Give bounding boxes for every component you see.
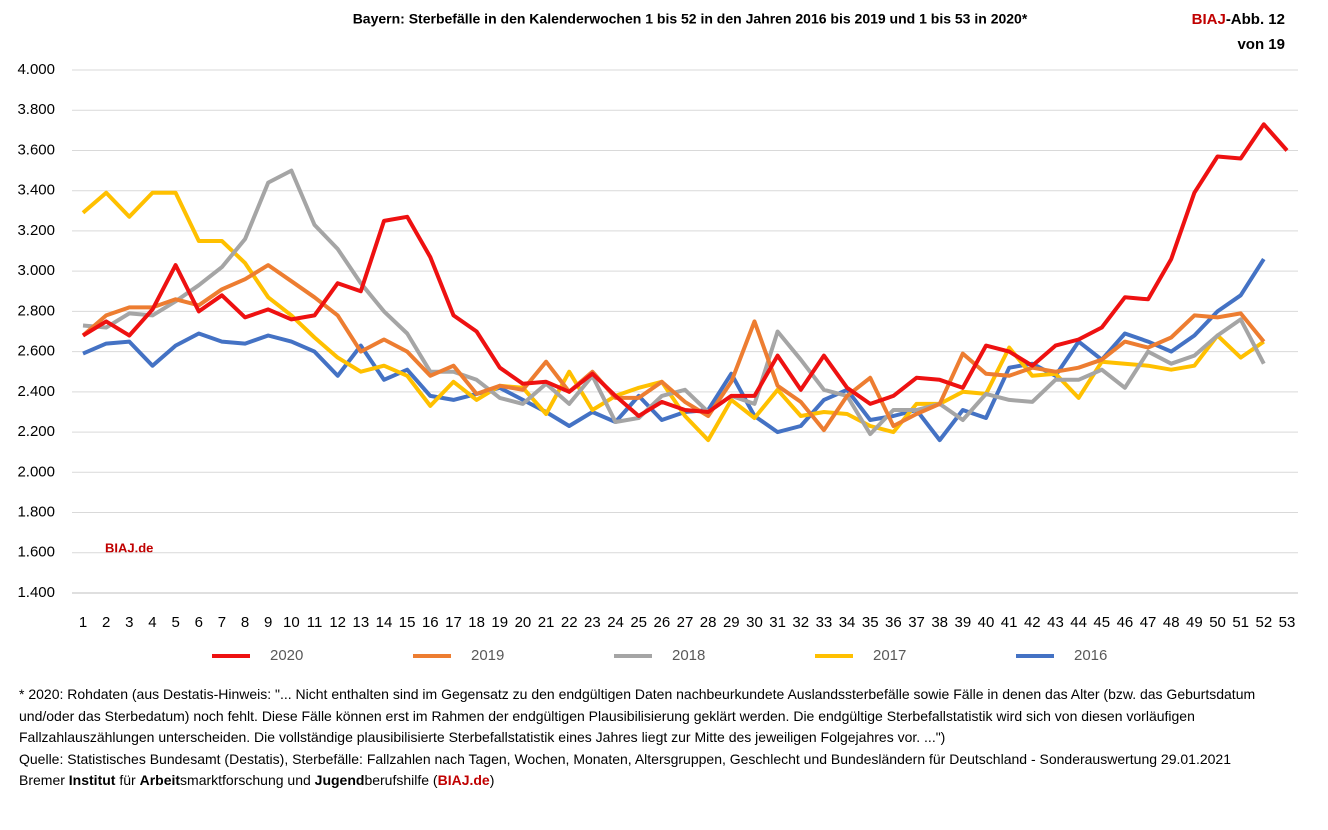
series-line xyxy=(81,122,1289,418)
y-tick-label: 1.400 xyxy=(17,584,55,601)
x-tick-label: 50 xyxy=(1209,614,1226,631)
x-tick-label: 8 xyxy=(241,614,249,631)
y-tick-label: 2.200 xyxy=(17,423,55,440)
y-tick-label: 2.600 xyxy=(17,343,55,360)
y-tick-label: 3.800 xyxy=(17,101,55,118)
publisher-part: Institut xyxy=(68,772,116,788)
watermark: BIAJ.de xyxy=(105,540,153,555)
x-tick-label: 52 xyxy=(1256,614,1273,631)
footnote: * 2020: Rohdaten (aus Destatis-Hinweis: … xyxy=(19,686,1256,745)
x-tick-label: 10 xyxy=(283,614,300,631)
x-tick-label: 20 xyxy=(515,614,532,631)
publisher-part: BIAJ.de xyxy=(437,772,490,788)
x-tick-label: 19 xyxy=(491,614,508,631)
x-tick-label: 28 xyxy=(700,614,717,631)
badge: BIAJ-Abb. 12 xyxy=(1192,11,1285,28)
x-tick-label: 16 xyxy=(422,614,439,631)
x-tick-label: 41 xyxy=(1001,614,1018,631)
y-tick-label: 1.600 xyxy=(17,544,55,561)
y-tick-label: 4.000 xyxy=(17,61,55,78)
legend-label: 2016 xyxy=(1074,647,1107,664)
y-tick-label: 2.400 xyxy=(17,383,55,400)
x-tick-label: 43 xyxy=(1047,614,1064,631)
y-tick-label: 3.000 xyxy=(17,262,55,279)
publisher-part: ) xyxy=(489,772,495,788)
series-line xyxy=(82,168,1266,437)
x-tick-label: 22 xyxy=(561,614,578,631)
source: Quelle: Statistisches Bundesamt (Destati… xyxy=(19,750,1231,767)
x-tick-label: 48 xyxy=(1163,614,1180,631)
x-tick-label: 14 xyxy=(376,614,393,631)
publisher-part: berufshilfe ( xyxy=(364,772,438,788)
x-tick-label: 12 xyxy=(329,614,346,631)
notes: * 2020: Rohdaten (aus Destatis-Hinweis: … xyxy=(19,684,1314,792)
badge-count: von 19 xyxy=(1237,36,1285,53)
x-tick-label: 46 xyxy=(1117,614,1134,631)
publisher-part: Bremer xyxy=(19,772,69,788)
series-line xyxy=(81,263,1266,433)
chart: Bayern: Sterbefälle in den Kalenderwoche… xyxy=(17,11,1298,664)
legend-label: 2020 xyxy=(270,647,303,664)
x-tick-label: 5 xyxy=(171,614,179,631)
x-tick-label: 11 xyxy=(307,614,323,631)
publisher-part: für xyxy=(115,772,140,788)
x-tick-label: 27 xyxy=(677,614,694,631)
x-tick-label: 39 xyxy=(955,614,972,631)
badge-figure: -Abb. 12 xyxy=(1226,11,1285,28)
x-tick-label: 26 xyxy=(654,614,671,631)
x-tick-label: 6 xyxy=(195,614,203,631)
y-tick-label: 2.000 xyxy=(17,463,55,480)
chart-title: Bayern: Sterbefälle in den Kalenderwoche… xyxy=(353,11,1028,27)
x-tick-label: 4 xyxy=(148,614,156,631)
series-line xyxy=(82,258,1266,443)
x-tick-label: 18 xyxy=(468,614,485,631)
x-tick-label: 51 xyxy=(1232,614,1249,631)
badge-brand: BIAJ xyxy=(1192,11,1226,28)
legend-label: 2018 xyxy=(672,647,705,664)
y-tick-label: 3.200 xyxy=(17,222,55,239)
x-tick-label: 23 xyxy=(584,614,601,631)
x-tick-label: 31 xyxy=(769,614,786,631)
x-tick-label: 15 xyxy=(399,614,416,631)
series-line xyxy=(81,190,1265,443)
x-tick-label: 45 xyxy=(1093,614,1110,631)
x-tick-label: 30 xyxy=(746,614,763,631)
x-tick-label: 3 xyxy=(125,614,133,631)
y-tick-label: 2.800 xyxy=(17,302,55,319)
x-tick-label: 32 xyxy=(792,614,809,631)
x-tick-label: 7 xyxy=(218,614,226,631)
x-tick-label: 29 xyxy=(723,614,740,631)
x-tick-label: 21 xyxy=(538,614,555,631)
x-tick-label: 34 xyxy=(839,614,856,631)
x-tick-label: 44 xyxy=(1070,614,1087,631)
publisher-part: smarktforschung und xyxy=(180,772,315,788)
x-tick-label: 13 xyxy=(353,614,370,631)
x-tick-label: 2 xyxy=(102,614,110,631)
x-tick-label: 17 xyxy=(445,614,462,631)
x-tick-label: 47 xyxy=(1140,614,1157,631)
y-tick-label: 3.400 xyxy=(17,182,55,199)
publisher: Bremer Institut für Arbeitsmarktforschun… xyxy=(19,770,1314,792)
x-tick-label: 42 xyxy=(1024,614,1041,631)
publisher-part: Arbeit xyxy=(139,772,181,788)
x-tick-label: 37 xyxy=(908,614,925,631)
x-tick-label: 9 xyxy=(264,614,272,631)
x-tick-label: 33 xyxy=(816,614,833,631)
x-tick-label: 53 xyxy=(1279,614,1296,631)
y-tick-label: 3.600 xyxy=(17,141,55,158)
publisher-part: Jugend xyxy=(314,772,365,788)
x-tick-label: 35 xyxy=(862,614,879,631)
x-tick-label: 24 xyxy=(607,614,624,631)
x-tick-label: 38 xyxy=(931,614,948,631)
x-tick-label: 36 xyxy=(885,614,902,631)
x-tick-label: 25 xyxy=(630,614,647,631)
x-tick-label: 1 xyxy=(79,614,87,631)
y-tick-label: 1.800 xyxy=(17,504,55,521)
x-tick-label: 40 xyxy=(978,614,995,631)
legend-label: 2017 xyxy=(873,647,906,664)
x-tick-label: 49 xyxy=(1186,614,1203,631)
legend-label: 2019 xyxy=(471,647,504,664)
